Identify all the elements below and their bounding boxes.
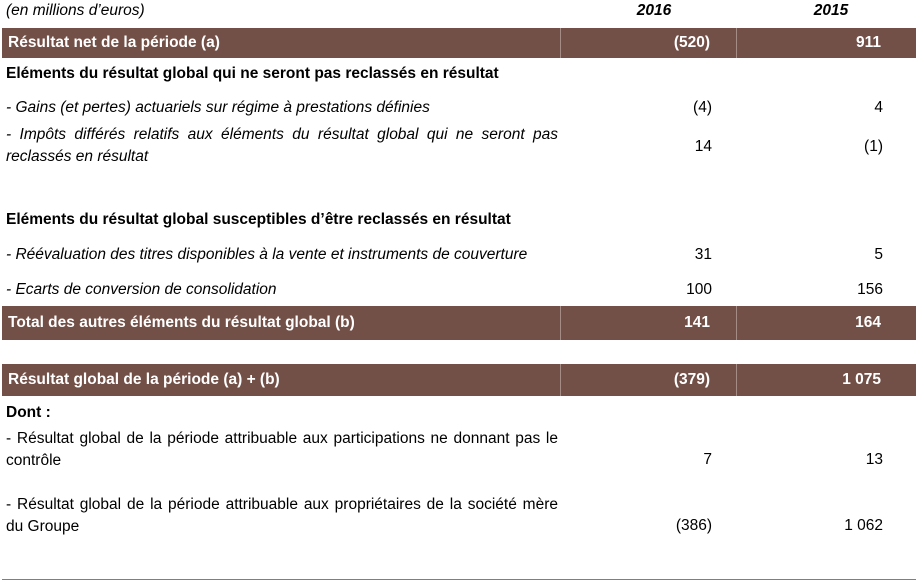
bottom-rule: [2, 579, 916, 580]
value-2016: (520): [673, 34, 710, 51]
column-divider: [560, 306, 561, 340]
value-2015: 5: [874, 246, 883, 263]
section-heading: Eléments du résultat global qui ne seron…: [6, 65, 499, 82]
row-label: - Résultat global de la période attribua…: [6, 496, 558, 535]
value-2015: 156: [857, 281, 883, 298]
value-2015: (1): [864, 138, 883, 155]
row-label: Total des autres éléments du résultat gl…: [8, 314, 355, 331]
column-divider: [560, 364, 561, 396]
column-divider: [560, 28, 561, 58]
global-result-row: Résultat global de la période (a) + (b) …: [2, 364, 916, 396]
value-2016: 31: [694, 246, 712, 263]
value-2015: 1 062: [844, 517, 883, 534]
column-header-2015: 2015: [813, 2, 849, 19]
row-label: - Impôts différés relatifs aux éléments …: [6, 126, 558, 165]
value-2016: (4): [693, 99, 712, 116]
unit-label: (en millions d’euros): [6, 2, 145, 19]
value-2016: 100: [686, 281, 712, 298]
row-label: - Réévaluation des titres disponibles à …: [6, 246, 528, 263]
column-divider: [736, 28, 737, 58]
net-result-row: Résultat net de la période (a) (520) 911: [2, 28, 916, 58]
value-2016: 141: [684, 314, 710, 331]
section-heading: Eléments du résultat global susceptibles…: [6, 211, 511, 228]
value-2015: 911: [855, 34, 881, 51]
column-header-2016: 2016: [636, 2, 672, 19]
row-label: Résultat net de la période (a): [8, 34, 220, 51]
row-label: Résultat global de la période (a) + (b): [8, 371, 280, 388]
dont-heading: Dont :: [6, 404, 51, 421]
value-2015: 164: [855, 314, 881, 331]
total-other-row: Total des autres éléments du résultat gl…: [2, 306, 916, 340]
column-divider: [736, 364, 737, 396]
row-label: - Ecarts de conversion de consolidation: [6, 281, 277, 298]
value-2016: (379): [673, 371, 710, 388]
value-2015: 13: [865, 451, 883, 468]
value-2016: 14: [694, 138, 712, 155]
value-2015: 4: [874, 99, 883, 116]
value-2016: (386): [675, 517, 712, 534]
row-label: - Gains (et pertes) actuariels sur régim…: [6, 99, 430, 116]
value-2016: 7: [703, 451, 712, 468]
value-2015: 1 075: [842, 371, 881, 388]
row-label: - Résultat global de la période attribua…: [6, 430, 558, 469]
column-divider: [736, 306, 737, 340]
